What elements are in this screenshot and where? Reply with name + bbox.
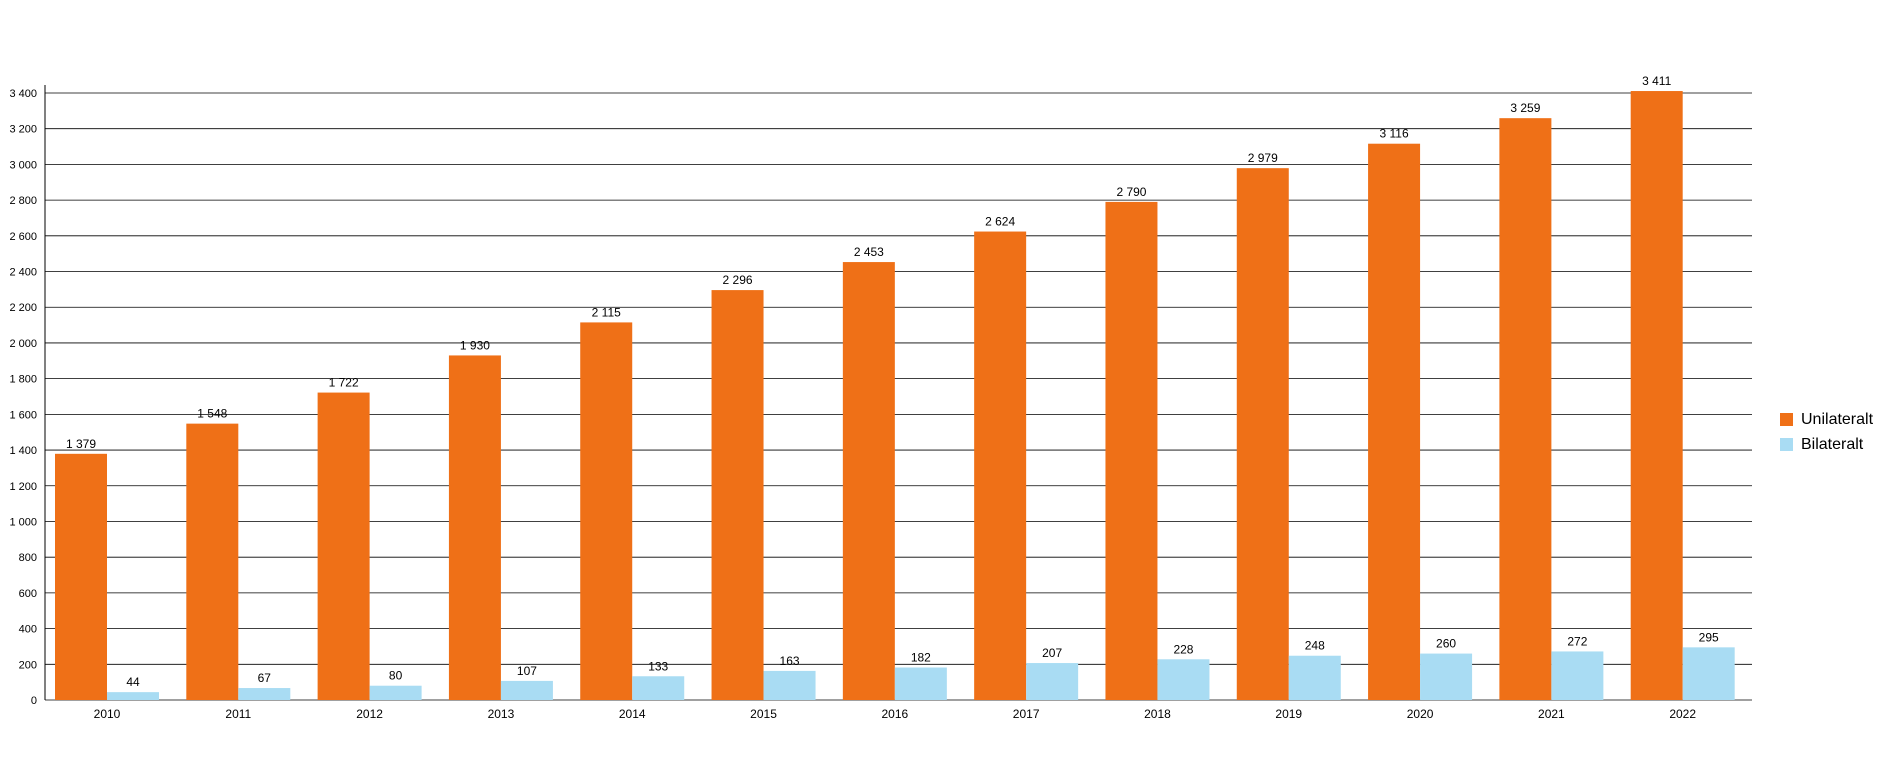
data-label-bilateralt-2013: 107 [517,664,537,678]
x-tick-label: 2015 [750,707,777,721]
data-label-unilateralt-2018: 2 790 [1116,185,1146,199]
bar-bilateralt-2013 [500,680,553,700]
y-tick-label: 400 [19,624,37,636]
data-label-unilateralt-2020: 3 116 [1380,127,1409,141]
data-label-unilateralt-2017: 2 624 [985,215,1015,229]
x-tick-label: 2010 [94,707,121,721]
data-label-bilateralt-2021: 272 [1567,634,1587,648]
x-tick-label: 2016 [881,707,908,721]
legend-swatch-unilateralt [1780,413,1793,426]
legend-swatch-bilateralt [1780,438,1793,451]
legend-item-unilateralt: Unilateralt [1780,407,1873,432]
data-label-unilateralt-2015: 2 296 [723,273,753,287]
legend: Unilateralt Bilateralt [1780,407,1873,457]
x-tick-label: 2017 [1013,707,1040,721]
bar-bilateralt-2012 [369,685,422,700]
y-tick-label: 0 [31,695,37,707]
bar-bilateralt-2010 [107,692,159,700]
data-label-bilateralt-2019: 248 [1305,639,1325,653]
bar-bilateralt-2020 [1420,653,1473,700]
data-label-unilateralt-2021: 3 259 [1510,101,1540,115]
data-label-bilateralt-2022: 295 [1699,630,1719,644]
y-tick-label: 800 [19,552,37,564]
y-tick-label: 2 200 [9,302,37,314]
data-label-bilateralt-2017: 207 [1042,646,1062,660]
bar-unilateralt-2013 [448,355,501,700]
y-tick-label: 2 400 [9,267,37,279]
bar-unilateralt-2019 [1236,168,1289,700]
bar-unilateralt-2016 [842,262,895,700]
bar-bilateralt-2019 [1288,655,1341,700]
data-label-unilateralt-2014: 2 115 [592,305,621,319]
bar-unilateralt-2021 [1499,118,1552,700]
bar-unilateralt-2014 [580,322,633,700]
bar-bilateralt-2011 [238,688,291,700]
x-tick-label: 2022 [1669,707,1696,721]
x-tick-label: 2014 [619,707,646,721]
y-tick-label: 2 800 [9,195,37,207]
data-label-unilateralt-2010: 1 379 [66,437,96,451]
data-label-bilateralt-2015: 163 [780,654,800,668]
data-label-unilateralt-2016: 2 453 [854,245,884,259]
data-label-bilateralt-2010: 44 [126,675,140,689]
bar-unilateralt-2010 [55,453,107,700]
x-tick-label: 2013 [488,707,515,721]
data-label-bilateralt-2011: 67 [258,671,272,685]
bar-unilateralt-2012 [317,392,370,700]
bar-unilateralt-2015 [711,290,764,700]
y-tick-label: 1 600 [9,409,37,421]
bar-unilateralt-2017 [974,231,1027,700]
data-label-bilateralt-2012: 80 [389,669,403,683]
y-tick-label: 1 400 [9,445,37,457]
bar-bilateralt-2018 [1157,659,1210,700]
bar-bilateralt-2015 [763,670,816,700]
bar-unilateralt-2020 [1368,143,1421,701]
y-tick-label: 3 200 [9,124,37,136]
bar-bilateralt-2014 [632,676,685,700]
bar-bilateralt-2022 [1682,647,1735,700]
legend-label-unilateralt: Unilateralt [1801,410,1874,428]
x-tick-label: 2018 [1144,707,1171,721]
bar-unilateralt-2011 [186,423,239,700]
y-tick-label: 600 [19,588,37,600]
data-label-bilateralt-2016: 182 [911,651,931,665]
y-tick-label: 2 600 [9,231,37,243]
y-tick-label: 2 000 [9,338,37,350]
x-tick-label: 2019 [1275,707,1302,721]
y-tick-label: 1 200 [9,481,37,493]
x-tick-label: 2011 [225,707,251,721]
data-label-unilateralt-2012: 1 722 [329,376,359,390]
legend-item-bilateralt: Bilateralt [1780,432,1873,457]
x-tick-label: 2021 [1538,707,1565,721]
legend-label-bilateralt: Bilateralt [1801,435,1864,453]
y-tick-label: 3 000 [9,159,37,171]
x-tick-label: 2020 [1407,707,1434,721]
data-label-unilateralt-2022: 3 411 [1642,74,1671,88]
bar-bilateralt-2016 [894,667,947,700]
data-label-bilateralt-2018: 228 [1173,642,1193,656]
y-tick-label: 200 [19,659,37,671]
bar-bilateralt-2021 [1551,651,1604,700]
bar-unilateralt-2018 [1105,201,1158,700]
bar-bilateralt-2017 [1026,663,1079,700]
data-label-bilateralt-2014: 133 [648,659,668,673]
data-label-unilateralt-2013: 1 930 [460,338,490,352]
bar-unilateralt-2022 [1630,91,1683,700]
data-label-unilateralt-2019: 2 979 [1248,151,1278,165]
y-tick-label: 3 400 [9,88,37,100]
data-label-bilateralt-2020: 260 [1436,637,1456,651]
y-tick-label: 1 000 [9,516,37,528]
data-label-unilateralt-2011: 1 548 [197,407,227,421]
x-tick-label: 2012 [356,707,383,721]
y-tick-label: 1 800 [9,374,37,386]
